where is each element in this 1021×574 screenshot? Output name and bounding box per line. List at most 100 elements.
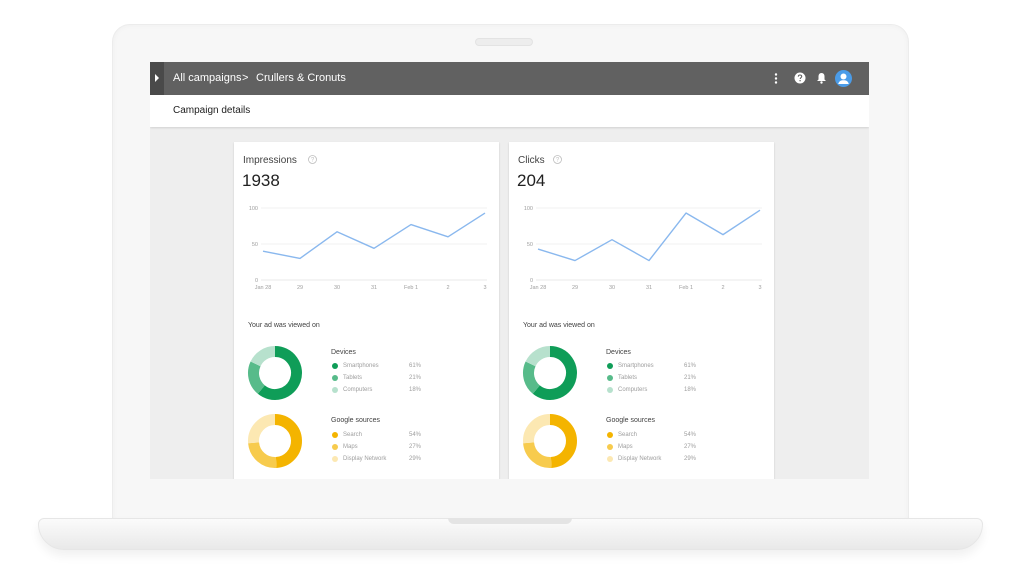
donut-slice bbox=[248, 361, 266, 394]
devices-legend-title: Devices bbox=[331, 349, 356, 356]
legend-percentage: 21% bbox=[409, 375, 422, 381]
breadcrumb-all-campaigns[interactable]: All campaigns bbox=[173, 72, 242, 84]
legend-dot bbox=[332, 363, 338, 369]
legend-dot bbox=[607, 375, 613, 381]
laptop-base-notch bbox=[448, 518, 572, 524]
impressions-total: 1938 bbox=[242, 171, 280, 190]
legend-percentage: 27% bbox=[409, 444, 422, 450]
legend-label: Search bbox=[343, 432, 363, 438]
legend-item-computers: Computers 18% bbox=[331, 386, 491, 396]
y-tick-label: 0 bbox=[530, 278, 533, 284]
donut-slice bbox=[250, 346, 276, 367]
donut-slice bbox=[532, 346, 577, 400]
legend-label: Tablets bbox=[618, 375, 638, 381]
top-app-bar: All campaigns > Crullers & Cronuts bbox=[150, 62, 869, 95]
page-title: Campaign details bbox=[173, 105, 251, 116]
bell-icon[interactable] bbox=[816, 72, 827, 84]
legend-item-tablets: Tablets 21% bbox=[331, 374, 491, 384]
google-sources-donut-chart bbox=[523, 414, 577, 468]
svg-text:?: ? bbox=[556, 158, 560, 164]
legend-percentage: 61% bbox=[684, 363, 697, 369]
account-icon bbox=[838, 73, 849, 84]
legend-dot bbox=[332, 456, 338, 462]
help-icon[interactable] bbox=[794, 72, 806, 84]
legend-dot bbox=[332, 432, 338, 438]
devices-donut-chart bbox=[523, 346, 577, 400]
x-tick-label: Jan 28 bbox=[530, 285, 547, 291]
x-tick-label: 2 bbox=[446, 285, 449, 291]
devices-legend-title: Devices bbox=[606, 349, 631, 356]
donut-slice bbox=[523, 361, 541, 394]
donut-slice bbox=[523, 441, 552, 468]
sidebar-toggle-button[interactable] bbox=[150, 62, 164, 95]
breadcrumb-current-campaign: Crullers & Cronuts bbox=[256, 72, 346, 84]
x-tick-label: 3 bbox=[758, 285, 761, 291]
x-tick-label: 3 bbox=[483, 285, 486, 291]
legend-item-maps: Maps 27% bbox=[331, 443, 491, 453]
legend-dot bbox=[607, 363, 613, 369]
legend-item-search: Search 54% bbox=[606, 431, 766, 441]
legend-label: Computers bbox=[343, 387, 373, 393]
info-icon[interactable]: ? bbox=[553, 155, 562, 164]
legend-item-computers: Computers 18% bbox=[606, 386, 766, 396]
impressions-card: Impressions ? 1938 0 50 100 Jan 28 29 30 31 Feb… bbox=[234, 142, 499, 479]
series-line bbox=[537, 209, 761, 262]
legend-percentage: 18% bbox=[409, 387, 422, 393]
account-avatar-button[interactable] bbox=[835, 70, 852, 87]
legend-label: Smartphones bbox=[343, 363, 379, 369]
clicks-line-chart: 0 50 100 Jan 28 29 30 31 Feb 1 2 3 bbox=[524, 206, 762, 291]
devices-donut-chart bbox=[248, 346, 302, 400]
legend-item-display-network: Display Network 29% bbox=[606, 455, 766, 465]
card-title: Clicks bbox=[518, 155, 545, 166]
impressions-line-chart: 0 50 100 Jan 28 29 30 31 Feb 1 2 3 bbox=[249, 206, 487, 291]
legend-percentage: 29% bbox=[684, 456, 697, 462]
legend-percentage: 54% bbox=[684, 432, 697, 438]
legend-percentage: 61% bbox=[409, 363, 422, 369]
expand-arrow-icon bbox=[155, 74, 159, 82]
viewed-on-label: Your ad was viewed on bbox=[523, 322, 595, 329]
y-tick-label: 100 bbox=[249, 206, 258, 212]
legend-dot bbox=[332, 387, 338, 393]
app-screen: All campaigns > Crullers & Cronuts Campa… bbox=[150, 62, 869, 479]
x-tick-label: 2 bbox=[721, 285, 724, 291]
legend-item-search: Search 54% bbox=[331, 431, 491, 441]
x-tick-label: 31 bbox=[371, 285, 377, 291]
series-line bbox=[262, 212, 486, 260]
legend-item-maps: Maps 27% bbox=[606, 443, 766, 453]
clicks-card: Clicks ? 204 0 50 100 Jan 28 29 30 31 Feb 1 2 3 Y… bbox=[509, 142, 774, 479]
y-tick-label: 100 bbox=[524, 206, 533, 212]
donut-slice bbox=[248, 414, 276, 444]
legend-percentage: 27% bbox=[684, 444, 697, 450]
legend-label: Maps bbox=[343, 444, 358, 450]
x-tick-label: 31 bbox=[646, 285, 652, 291]
legend-item-smartphones: Smartphones 61% bbox=[606, 362, 766, 372]
google-sources-legend-title: Google sources bbox=[606, 417, 656, 424]
y-tick-label: 50 bbox=[252, 242, 258, 248]
breadcrumb-separator: > bbox=[242, 72, 249, 84]
x-tick-label: 30 bbox=[334, 285, 340, 291]
legend-item-tablets: Tablets 21% bbox=[606, 374, 766, 384]
info-icon[interactable]: ? bbox=[308, 155, 317, 164]
legend-dot bbox=[607, 387, 613, 393]
clicks-total: 204 bbox=[517, 171, 546, 190]
card-title: Impressions bbox=[243, 155, 297, 166]
legend-dot bbox=[607, 444, 613, 450]
legend-dot bbox=[332, 444, 338, 450]
google-sources-donut-chart bbox=[248, 414, 302, 468]
legend-dot bbox=[607, 432, 613, 438]
legend-label: Maps bbox=[618, 444, 633, 450]
more-vert-icon[interactable] bbox=[774, 73, 778, 84]
legend-percentage: 54% bbox=[409, 432, 422, 438]
donut-slice bbox=[248, 441, 277, 468]
viewed-on-label: Your ad was viewed on bbox=[248, 322, 320, 329]
y-tick-label: 50 bbox=[527, 242, 533, 248]
legend-label: Display Network bbox=[618, 456, 662, 462]
legend-label: Search bbox=[618, 432, 638, 438]
svg-text:?: ? bbox=[311, 158, 315, 164]
google-sources-legend-title: Google sources bbox=[331, 417, 381, 424]
y-tick-label: 0 bbox=[255, 278, 258, 284]
donut-slice bbox=[274, 414, 302, 468]
page-header: Campaign details bbox=[150, 95, 869, 127]
legend-label: Smartphones bbox=[618, 363, 654, 369]
donut-slice bbox=[525, 346, 551, 367]
